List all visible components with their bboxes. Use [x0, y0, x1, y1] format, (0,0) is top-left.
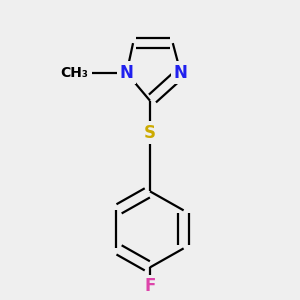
Text: F: F	[144, 278, 156, 296]
Text: CH₃: CH₃	[61, 66, 88, 80]
Text: S: S	[144, 124, 156, 142]
Text: N: N	[120, 64, 134, 82]
Text: N: N	[174, 64, 188, 82]
